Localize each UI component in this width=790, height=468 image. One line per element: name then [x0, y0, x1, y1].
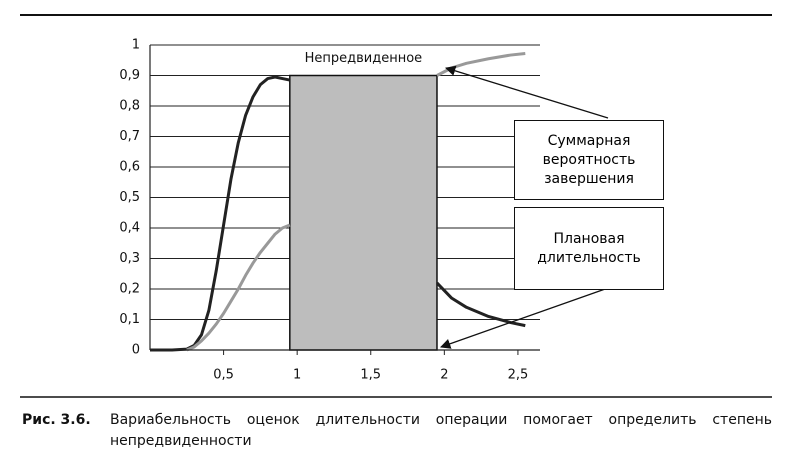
y-tick-label: 0,1	[119, 312, 140, 327]
annotation: Суммарная вероятность завершения	[514, 120, 664, 200]
x-tick-label: 2,5	[508, 368, 529, 383]
caption: Рис. 3.6. Вариабельность оценок длительно…	[22, 410, 772, 452]
y-tick-label: 0	[132, 343, 140, 358]
y-tick-label: 0,4	[119, 221, 140, 236]
x-tick-label: 0,5	[213, 368, 234, 383]
x-tick-label: 2	[440, 368, 448, 383]
shaded-region	[289, 74, 438, 351]
caption-text: Вариабельность оценок длительности опера…	[110, 412, 772, 449]
x-tick-label: 1	[293, 368, 301, 383]
y-tick-label: 0,8	[119, 99, 140, 114]
annotation: Плановая длительность	[514, 207, 664, 290]
region-label: Непредвиденное	[305, 51, 423, 66]
caption-label: Рис. 3.6.	[22, 412, 91, 428]
y-tick-label: 0,2	[119, 282, 140, 297]
y-tick-label: 0,9	[119, 68, 140, 83]
y-tick-label: 0,7	[119, 129, 140, 144]
y-tick-label: 1	[132, 38, 140, 53]
y-tick-label: 0,3	[119, 251, 140, 266]
y-tick-label: 0,5	[119, 190, 140, 205]
y-tick-label: 0,6	[119, 160, 140, 175]
arrow	[440, 287, 609, 349]
arrow	[445, 65, 609, 119]
x-tick-label: 1,5	[360, 368, 381, 383]
